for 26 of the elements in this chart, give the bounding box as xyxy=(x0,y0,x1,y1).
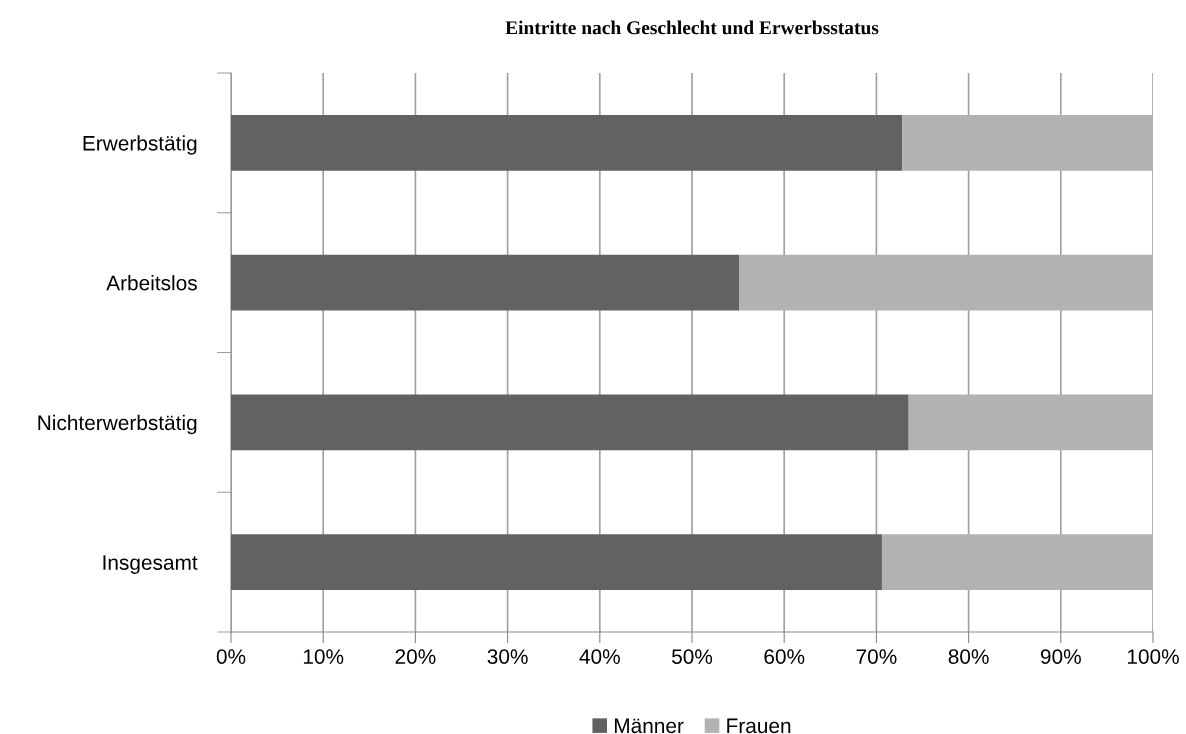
bar xyxy=(231,254,740,311)
x-tick-label: 10% xyxy=(303,649,344,664)
x-tick-label: 70% xyxy=(856,649,897,664)
x-tick-label: 0% xyxy=(216,649,246,664)
bar xyxy=(231,114,903,171)
x-tick-label: 50% xyxy=(671,649,713,664)
bar xyxy=(739,254,1153,311)
legend-label: Frauen xyxy=(727,718,791,734)
bar xyxy=(908,394,1153,451)
y-tick-label: Insgesamt xyxy=(103,555,198,574)
bar xyxy=(881,534,1153,591)
x-tick-label: 40% xyxy=(579,649,620,664)
bar xyxy=(231,534,882,591)
x-tick-label: 30% xyxy=(487,649,528,664)
bar xyxy=(231,394,909,451)
chart-title: Eintritte nach Geschlecht und Erwerbsstatus xyxy=(505,20,879,35)
y-tick-label: Arbeitslos xyxy=(106,275,197,291)
x-tick-label: 60% xyxy=(764,649,805,664)
x-tick-label: 100% xyxy=(1127,649,1179,664)
x-tick-label: 20% xyxy=(395,649,436,664)
x-tick-label: 90% xyxy=(1040,649,1081,664)
y-tick-label: Nichterwerbstätig xyxy=(38,414,197,435)
x-tick-label: 80% xyxy=(948,649,989,664)
bar xyxy=(902,114,1153,171)
legend-label: Männer xyxy=(614,718,684,734)
y-tick-label: Erwerbstätig xyxy=(83,135,197,155)
